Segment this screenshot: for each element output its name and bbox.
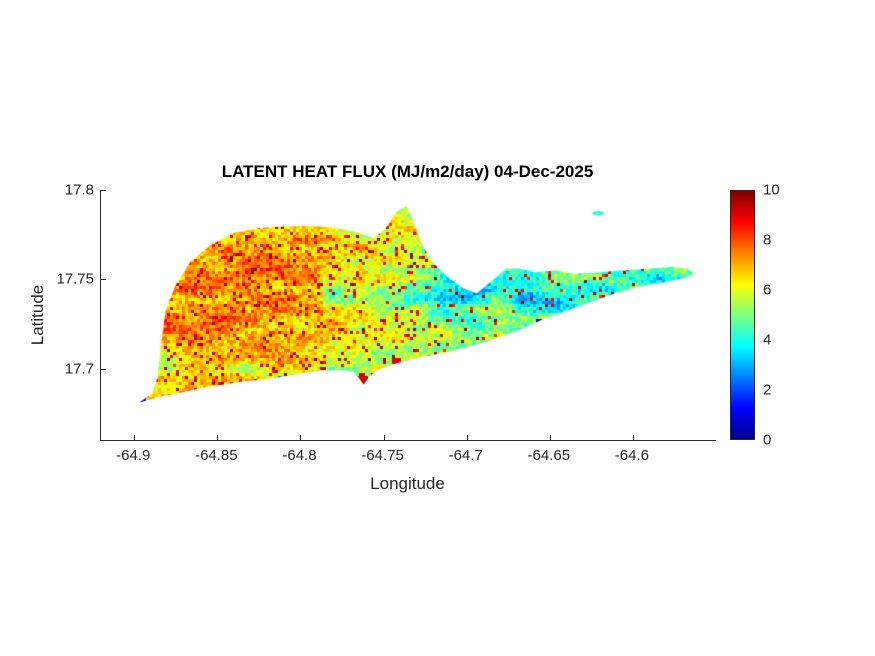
x-tick-label: -64.7 <box>448 447 483 464</box>
chart-title: LATENT HEAT FLUX (MJ/m2/day) 04-Dec-2025 <box>221 162 594 181</box>
colorbar-tick-label: 2 <box>763 381 772 399</box>
y-tick-label: 17.8 <box>64 181 94 199</box>
y-tick-label: 17.75 <box>56 270 94 288</box>
x-tick-label: -64.65 <box>527 447 571 464</box>
heatmap-canvas <box>101 190 716 440</box>
plot-area <box>100 190 716 441</box>
x-tick-label: -64.85 <box>195 447 238 464</box>
y-tick-label: 17.7 <box>64 360 94 378</box>
x-tick-mark <box>632 435 634 440</box>
x-tick-mark <box>300 435 302 440</box>
y-tick-mark <box>101 368 106 370</box>
y-tick-mark <box>101 279 106 281</box>
x-tick-label: -64.6 <box>614 447 649 464</box>
x-tick-mark <box>549 435 551 440</box>
x-tick-mark <box>466 435 468 440</box>
colorbar-tick-label: 8 <box>763 231 772 249</box>
colorbar-tick-label: 10 <box>763 181 780 199</box>
x-tick-label: -64.75 <box>361 447 404 464</box>
y-axis-label: Latitude <box>28 284 47 346</box>
y-tick-mark <box>101 190 106 191</box>
colorbar-tick-label: 6 <box>763 281 772 299</box>
x-tick-mark <box>383 435 385 440</box>
colorbar <box>730 190 755 440</box>
colorbar-tick-label: 4 <box>763 331 772 349</box>
x-axis-label: Longitude <box>370 474 445 493</box>
x-tick-label: -64.8 <box>282 447 317 464</box>
x-tick-label: -64.9 <box>116 447 151 464</box>
colorbar-tick-label: 0 <box>763 431 772 449</box>
x-tick-mark <box>134 435 136 440</box>
x-tick-mark <box>217 435 219 440</box>
